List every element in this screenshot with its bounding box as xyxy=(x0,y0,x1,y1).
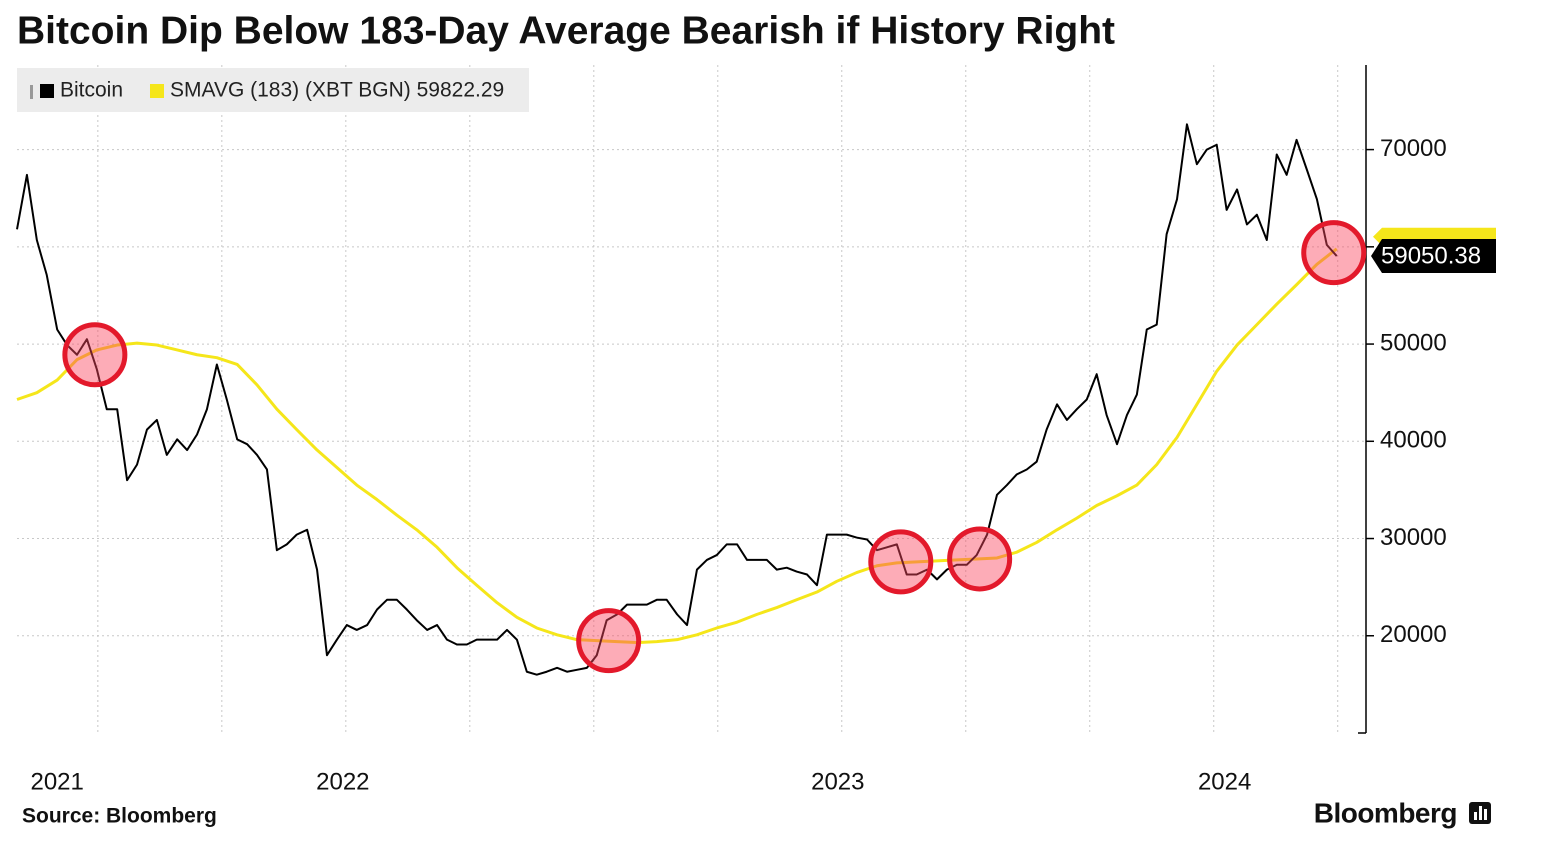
series-line xyxy=(16,123,1338,676)
y-tick-label: 40000 xyxy=(1380,427,1447,454)
brand-icon-bar xyxy=(1479,806,1482,820)
x-tick-label: 2023 xyxy=(811,768,864,795)
highlight-circle xyxy=(947,526,1013,592)
chart-title: Bitcoin Dip Below 183-Day Average Bearis… xyxy=(17,9,1115,52)
highlight-circle xyxy=(1301,220,1367,286)
highlight-circle xyxy=(62,322,128,388)
grid: 20000 30000 40000 50000 70000 2021 2022 2023 202… xyxy=(17,65,1447,795)
legend-candle-icon xyxy=(30,85,33,99)
last-value-label: 59050.38 xyxy=(1381,242,1481,269)
y-tick-label: 50000 xyxy=(1380,329,1447,356)
brand-icon-bar xyxy=(1474,812,1477,820)
source: Source: Bloomberg xyxy=(22,805,217,828)
legend-swatch xyxy=(150,84,164,98)
highlight-circle xyxy=(576,608,642,674)
legend-label: Bitcoin xyxy=(60,79,123,102)
y-tick-label: 20000 xyxy=(1380,621,1447,648)
lines xyxy=(16,123,1338,676)
y-tick-label: 30000 xyxy=(1380,524,1447,551)
x-tick-label: 2022 xyxy=(316,768,369,795)
last-value-tag xyxy=(1371,239,1496,274)
legend-box xyxy=(17,68,529,112)
annotations: 59050.38 xyxy=(62,220,1496,674)
brand-icon xyxy=(1469,802,1491,824)
legend-item: SMAVG (183) (XBT BGN) 59822.29 xyxy=(150,79,504,102)
legend-swatch xyxy=(40,84,54,98)
series-line xyxy=(16,247,1338,645)
highlight-circle xyxy=(868,529,934,595)
x-tick-label: 2024 xyxy=(1198,768,1251,795)
brand: Bloomberg xyxy=(1314,797,1457,828)
legend-item: Bitcoin xyxy=(30,79,123,102)
x-tick-label: 2021 xyxy=(30,768,83,795)
legend-label: SMAVG (183) (XBT BGN) 59822.29 xyxy=(170,79,504,102)
y-tick-label: 70000 xyxy=(1380,135,1447,162)
brand-icon-bar xyxy=(1484,809,1487,820)
